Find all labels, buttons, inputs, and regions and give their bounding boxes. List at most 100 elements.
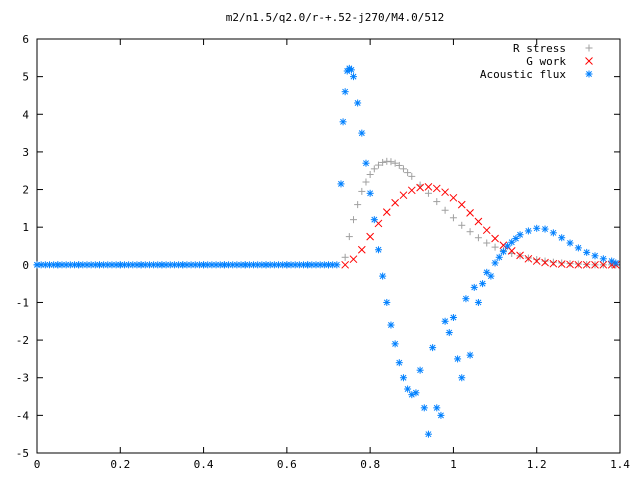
data-point xyxy=(566,260,574,268)
legend-marker xyxy=(585,44,593,52)
data-point xyxy=(458,374,466,382)
data-point xyxy=(574,260,582,268)
data-point xyxy=(404,169,412,177)
legend-marker xyxy=(585,57,593,65)
data-point xyxy=(558,234,566,242)
data-point xyxy=(399,374,407,382)
data-point xyxy=(516,231,524,239)
data-point xyxy=(337,180,345,188)
data-point xyxy=(533,224,541,232)
legend-marker xyxy=(585,70,593,78)
data-point xyxy=(549,229,557,237)
data-point xyxy=(474,234,482,242)
data-point xyxy=(524,254,533,263)
plot-border xyxy=(36,38,621,454)
y-tick-label: 3 xyxy=(22,146,29,159)
data-point xyxy=(508,238,516,246)
data-point xyxy=(370,165,378,173)
x-tick-label: 1.2 xyxy=(527,458,547,471)
data-point xyxy=(549,258,557,266)
data-point xyxy=(516,251,524,260)
series-acoustic-flux xyxy=(33,64,620,438)
data-point xyxy=(366,189,374,197)
data-point xyxy=(441,206,449,214)
x-tick-label: 1 xyxy=(450,458,457,471)
x-tick-label: 0.8 xyxy=(360,458,380,471)
data-point xyxy=(541,225,549,233)
data-point xyxy=(491,259,499,267)
data-point xyxy=(341,88,349,96)
data-point xyxy=(366,170,374,178)
data-point xyxy=(454,355,462,363)
data-point xyxy=(379,272,387,280)
data-point xyxy=(491,243,499,251)
data-point xyxy=(408,172,416,180)
data-point xyxy=(341,260,350,269)
data-point xyxy=(549,259,558,268)
data-point xyxy=(424,189,432,197)
data-point xyxy=(349,216,357,224)
legend-label: R stress xyxy=(513,42,566,55)
x-tick-label: 1.4 xyxy=(610,458,630,471)
data-point xyxy=(524,254,532,262)
data-point xyxy=(566,239,574,247)
y-tick-label: 2 xyxy=(22,184,29,197)
data-point xyxy=(195,261,203,269)
data-point xyxy=(599,255,607,263)
data-point xyxy=(591,252,599,260)
data-point xyxy=(416,366,424,374)
data-point xyxy=(466,228,474,236)
x-tick-label: 0.4 xyxy=(194,458,214,471)
data-point xyxy=(362,178,370,186)
data-point xyxy=(366,232,374,241)
data-point xyxy=(599,260,608,269)
data-point xyxy=(382,208,391,216)
data-point xyxy=(474,298,482,306)
data-point xyxy=(399,191,408,200)
data-point xyxy=(479,280,487,288)
data-point xyxy=(341,253,349,261)
data-point xyxy=(574,244,582,252)
data-point xyxy=(391,159,399,167)
data-point xyxy=(483,239,491,247)
data-point xyxy=(449,193,458,202)
data-point xyxy=(495,253,503,261)
data-point xyxy=(458,221,466,229)
data-point xyxy=(387,321,395,329)
y-axis: -5 -4 -3 -2 -1 0 1 2 3 4 5 6 xyxy=(16,33,620,460)
y-tick-label: -1 xyxy=(16,296,29,309)
data-point xyxy=(445,329,453,337)
data-point xyxy=(424,430,432,438)
data-point xyxy=(433,404,441,412)
data-point xyxy=(407,186,416,195)
data-point xyxy=(424,183,433,191)
data-point xyxy=(449,314,457,322)
data-point xyxy=(387,158,395,166)
x-tick-label: 0.6 xyxy=(277,458,297,471)
data-point xyxy=(491,234,499,243)
data-point xyxy=(591,260,599,269)
y-tick-label: -4 xyxy=(16,409,30,422)
data-point xyxy=(499,248,507,256)
data-point xyxy=(404,385,412,393)
data-point xyxy=(507,247,516,255)
data-point xyxy=(358,129,366,137)
data-point xyxy=(462,295,470,303)
data-point xyxy=(449,214,457,222)
data-point xyxy=(437,411,445,419)
data-point xyxy=(457,200,466,209)
y-tick-label: 5 xyxy=(22,71,29,84)
data-point xyxy=(339,118,347,126)
data-point xyxy=(533,256,541,264)
plot-area xyxy=(33,64,620,438)
legend-label: Acoustic flux xyxy=(480,68,566,81)
data-point xyxy=(482,226,491,235)
legend-label: G work xyxy=(526,55,566,68)
data-point xyxy=(333,261,341,269)
chart-title: m2/n1.5/q2.0/r-+.52-j270/M4.0/512 xyxy=(226,11,445,24)
data-point xyxy=(349,73,357,81)
x-axis: 0 0.2 0.4 0.6 0.8 1 1.2 1.4 xyxy=(34,39,630,471)
data-point xyxy=(432,184,441,193)
